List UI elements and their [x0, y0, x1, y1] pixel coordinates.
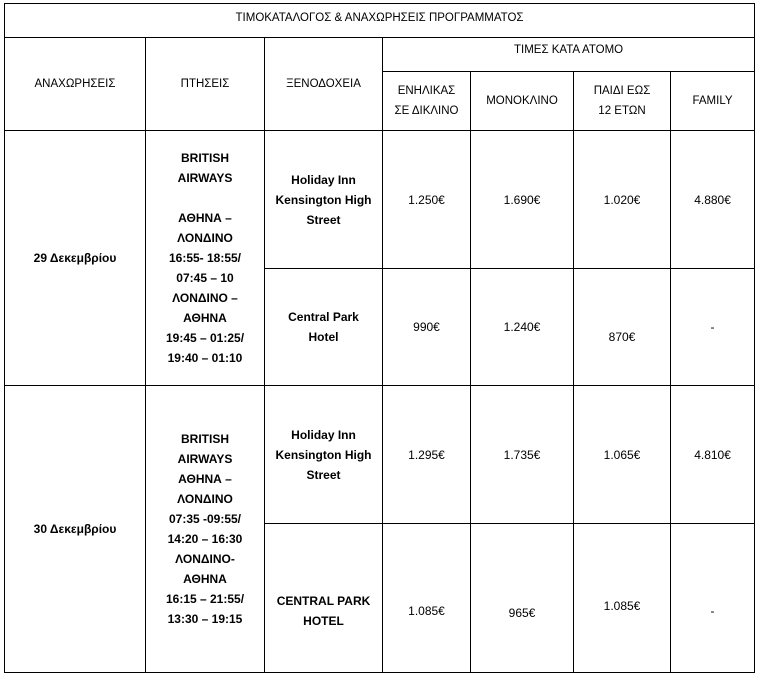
price-adult-double: 990€: [382, 268, 471, 386]
header-departures: ΑΝΑΧΩΡΗΣΕΙΣ: [4, 37, 146, 131]
table-row: 29 Δεκεμβρίου BRITISH AIRWAYS ΑΘΗΝΑ – ΛΟ…: [4, 130, 756, 386]
hotel-name: CENTRAL PARK HOTEL: [264, 523, 383, 673]
price-family: 4.810€: [669, 385, 756, 524]
flight-details: BRITISH AIRWAYS ΑΘΗΝΑ – ΛΟΝΔΙΝΟ 16:55- 1…: [145, 130, 265, 386]
header-prices-per-person: ΤΙΜΕΣ ΚΑΤΑ ΑΤΟΜΟ: [381, 37, 756, 72]
price-single: 965€: [470, 523, 574, 673]
departure-date: 29 Δεκεμβρίου: [4, 130, 146, 386]
price-adult-double: 1.250€: [382, 130, 471, 269]
header-hotels: ΞΕΝΟΔΟΧΕΙΑ: [264, 37, 383, 131]
table-row: 30 Δεκεμβρίου BRITISH AIRWAYS ΑΘΗΝΑ – ΛΟ…: [4, 385, 756, 673]
price-adult-double: 1.085€: [382, 523, 471, 673]
hotel-name: Holiday Inn Kensington High Street: [264, 385, 383, 524]
hotel-name: Central Park Hotel: [264, 268, 383, 386]
flight-details: BRITISH AIRWAYS ΑΘΗΝΑ – ΛΟΝΔΙΝΟ 07:35 -0…: [145, 385, 265, 673]
price-child: 1.065€: [573, 385, 671, 524]
price-child: 1.020€: [573, 130, 671, 269]
header-adult-double: ΕΝΗΛΙΚΑΣ ΣΕ ΔΙΚΛΙΝΟ: [382, 71, 471, 131]
price-adult-double: 1.295€: [382, 385, 471, 524]
table-title: ΤΙΜΟΚΑΤΑΛΟΓΟΣ & ΑΝΑΧΩΡΗΣΕΙΣ ΠΡΟΓΡΑΜΜΑΤΟΣ: [3, 3, 756, 38]
price-family: 4.880€: [669, 130, 756, 269]
departure-date: 30 Δεκεμβρίου: [4, 385, 146, 673]
price-child: 1.085€: [573, 523, 671, 673]
price-single: 1.735€: [470, 385, 574, 524]
hotel-name: Holiday Inn Kensington High Street: [264, 130, 383, 269]
price-single: 1.240€: [470, 268, 574, 386]
header-single: ΜΟΝΟΚΛΙΝΟ: [470, 71, 574, 131]
header-flights: ΠΤΗΣΕΙΣ: [145, 37, 265, 131]
price-child: 870€: [573, 268, 671, 386]
price-family: -: [669, 268, 756, 386]
table-row: Central Park Hotel 990€ 1.240€ 870€ -: [5, 268, 756, 386]
price-table: ΤΙΜΟΚΑΤΑΛΟΓΟΣ & ΑΝΑΧΩΡΗΣΕΙΣ ΠΡΟΓΡΑΜΜΑΤΟΣ…: [3, 3, 756, 673]
price-family: -: [669, 523, 756, 673]
price-single: 1.690€: [470, 130, 574, 269]
header-family: FAMILY: [669, 71, 756, 131]
table-row: CENTRAL PARK HOTEL 1.085€ 965€ 1.085€ -: [5, 523, 756, 673]
header-child: ΠΑΙΔΙ ΕΩΣ 12 ΕΤΩΝ: [573, 71, 671, 131]
